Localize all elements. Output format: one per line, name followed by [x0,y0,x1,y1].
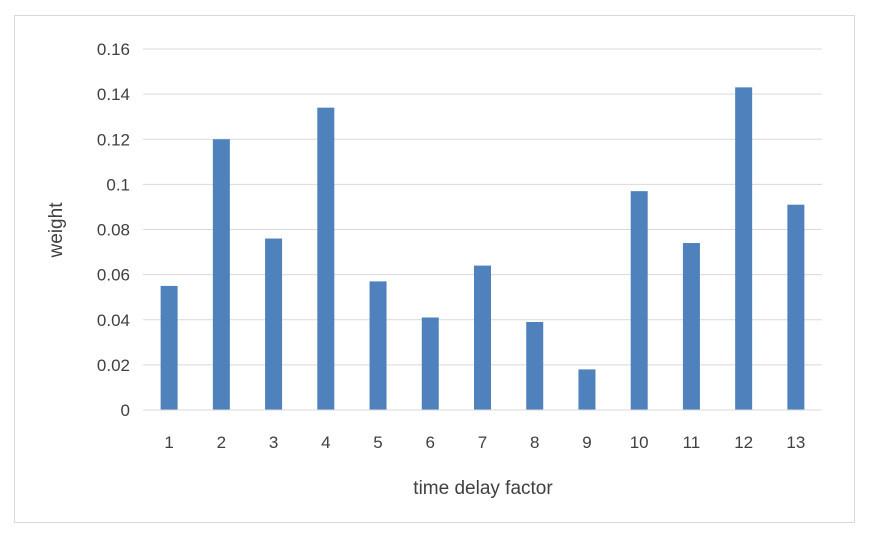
x-tick-label: 4 [321,433,330,452]
bars [160,87,805,410]
x-tick-label: 2 [217,433,226,452]
bar-4 [317,107,335,410]
bar-3 [265,238,283,410]
bar-10 [630,191,648,410]
x-tick-label: 10 [630,433,649,452]
bar-6 [421,317,439,410]
gridlines [143,48,822,366]
y-tick-label: 0.1 [106,175,130,194]
y-axis-ticks: 0 0.02 0.04 0.06 0.08 0.1 0.12 0.14 0.16 [97,40,130,420]
bar-1 [160,285,178,410]
x-tick-label: 7 [478,433,487,452]
bar-2 [212,139,230,410]
x-tick-label: 3 [269,433,278,452]
bar-7 [474,265,491,410]
bar-12 [735,87,753,410]
x-axis-title: time delay factor [413,478,553,499]
x-tick-label: 6 [426,433,435,452]
y-tick-label: 0.02 [97,356,130,375]
x-tick-label: 13 [786,433,805,452]
x-tick-label: 1 [164,433,173,452]
x-tick-label: 8 [530,433,539,452]
y-tick-label: 0.04 [97,311,130,330]
bar-9 [578,369,596,410]
x-axis-ticks: 1 2 3 4 5 6 7 8 9 10 11 12 13 [164,433,805,452]
bar-13 [787,204,805,410]
bar-8 [526,322,544,410]
y-tick-label: 0.14 [97,85,130,104]
chart-frame [14,15,855,523]
y-tick-label: 0.16 [97,40,130,59]
y-tick-label: 0.06 [97,266,130,285]
x-tick-label: 5 [373,433,382,452]
x-tick-label: 12 [734,433,753,452]
y-tick-label: 0.08 [97,221,130,240]
x-tick-label: 9 [582,433,591,452]
bar-5 [369,281,387,410]
y-tick-label: 0 [121,401,130,420]
x-tick-label: 11 [683,433,701,452]
y-tick-label: 0.12 [97,130,130,149]
y-axis-title: weight [46,202,67,259]
bar-11 [682,243,700,410]
